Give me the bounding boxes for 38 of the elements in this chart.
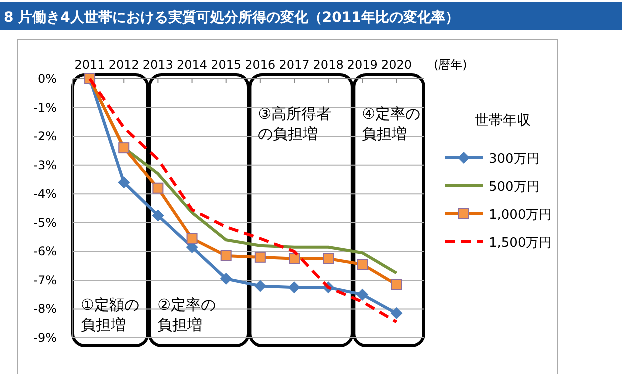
x-tick-label: 2015 — [211, 58, 242, 72]
y-tick-label: -5% — [34, 216, 57, 230]
x-tick-label: 2019 — [347, 58, 378, 72]
point — [118, 176, 130, 189]
x-tick-label: 2018 — [313, 58, 344, 72]
y-tick-label: -3% — [34, 158, 57, 172]
x-tick-label: 2016 — [245, 58, 276, 72]
x-tick-label: 2014 — [177, 58, 208, 72]
y-tick-label: -7% — [34, 273, 57, 288]
y-tick-label: -2% — [34, 130, 57, 144]
y-tick-label: 0% — [38, 72, 57, 86]
legend-title: 世帯年収 — [475, 113, 531, 129]
band-label: ③高所得者の負担増 — [258, 105, 332, 143]
legend-label: 1,000万円 — [489, 208, 552, 223]
y-tick-label: -6% — [34, 244, 57, 259]
x-tick-label: 2013 — [142, 58, 174, 72]
x-axis-title: (暦年) — [434, 58, 468, 72]
x-tick-label: 2017 — [279, 58, 310, 72]
x-tick-label: 2012 — [108, 58, 140, 72]
point — [356, 288, 369, 301]
chart-title: 8 片働き4人世帯における実質可処分所得の変化（2011年比の変化率） — [4, 9, 460, 26]
band-label: ④定率の負担増 — [362, 105, 421, 143]
point — [220, 273, 232, 286]
y-tick-label: -1% — [34, 100, 57, 115]
band-label: ①定額の負担増 — [81, 296, 140, 334]
y-tick-label: -9% — [34, 331, 57, 345]
legend-label: 1,500万円 — [489, 236, 552, 251]
point — [288, 282, 301, 294]
point — [254, 280, 266, 292]
y-tick-label: -4% — [34, 187, 57, 202]
y-tick-label: -8% — [34, 302, 57, 316]
band-label: ②定率の負担増 — [158, 296, 216, 334]
x-tick-label: 2020 — [381, 58, 412, 72]
legend-label: 500万円 — [489, 180, 540, 195]
x-tick-label: 2011 — [74, 58, 106, 72]
legend-label: 300万円 — [489, 152, 540, 167]
point — [390, 308, 403, 320]
point — [152, 210, 164, 222]
